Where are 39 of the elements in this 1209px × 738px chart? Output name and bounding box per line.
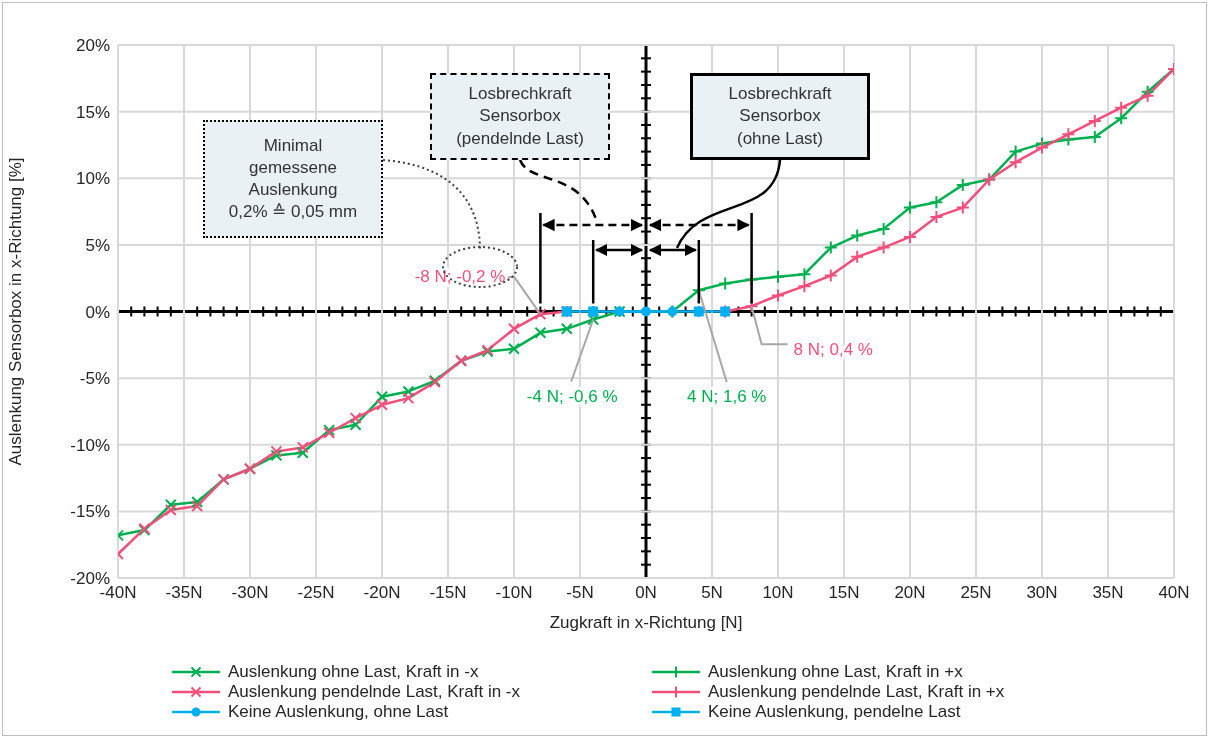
legend-label: Auslenkung pendelnde Last, Kraft in +x <box>708 681 1005 702</box>
y-tick-label: -5% <box>79 369 110 389</box>
legend-label: Auslenkung ohne Last, Kraft in +x <box>708 661 963 682</box>
annotation: -4 N; -0,6 % <box>526 386 618 406</box>
y-tick-label: 15% <box>75 102 110 122</box>
x-tick-label: -35N <box>165 583 203 603</box>
x-tick-label: -30N <box>231 583 269 603</box>
y-tick-label: 10% <box>75 169 110 189</box>
legend-label: Auslenkung ohne Last, Kraft in -x <box>228 661 479 682</box>
x-axis-title: Zugkraft in x-Richtung [N] <box>549 613 743 633</box>
y-tick-label: -15% <box>70 502 110 522</box>
x-tick-label: 0N <box>635 583 657 603</box>
x-tick-label: -25N <box>297 583 335 603</box>
y-tick-label: 20% <box>75 36 110 56</box>
x-tick-label: 15N <box>828 583 860 603</box>
x-tick-label: 40N <box>1158 583 1190 603</box>
y-tick-label: 5% <box>85 235 110 255</box>
y-tick-label: 0% <box>85 302 110 322</box>
legend-label: Keine Auslenkung, pendelne Last <box>708 701 961 722</box>
legend-label: Auslenkung pendelnde Last, Kraft in -x <box>228 681 521 702</box>
annotation: 8 N; 0,4 % <box>793 339 873 359</box>
annotation: 4 N; 1,6 % <box>687 386 767 406</box>
annotation: -8 N; -0,2 % <box>414 266 506 286</box>
x-tick-label: 20N <box>894 583 926 603</box>
y-tick-label: -10% <box>70 435 110 455</box>
callout-box: Losbrechkraft Sensorbox (ohne Last) <box>690 73 870 160</box>
callout-box: Losbrechkraft Sensorbox (pendelnde Last) <box>430 73 610 160</box>
x-tick-label: -15N <box>429 583 467 603</box>
callout-box: Minimal gemessene Auslenkung 0,2% ≙ 0,05 mm <box>203 120 383 238</box>
x-tick-label: -20N <box>363 583 401 603</box>
legend-label: Keine Auslenkung, ohne Last <box>228 701 449 722</box>
x-tick-label: 30N <box>1026 583 1058 603</box>
x-tick-label: -10N <box>495 583 533 603</box>
x-tick-label: 10N <box>762 583 794 603</box>
x-tick-label: 5N <box>701 583 723 603</box>
x-tick-label: 35N <box>1092 583 1124 603</box>
x-tick-label: 25N <box>960 583 992 603</box>
y-axis-title: Auslenkung Sensorbox in x-Richtung [%] <box>6 157 26 466</box>
x-tick-label: -5N <box>566 583 594 603</box>
